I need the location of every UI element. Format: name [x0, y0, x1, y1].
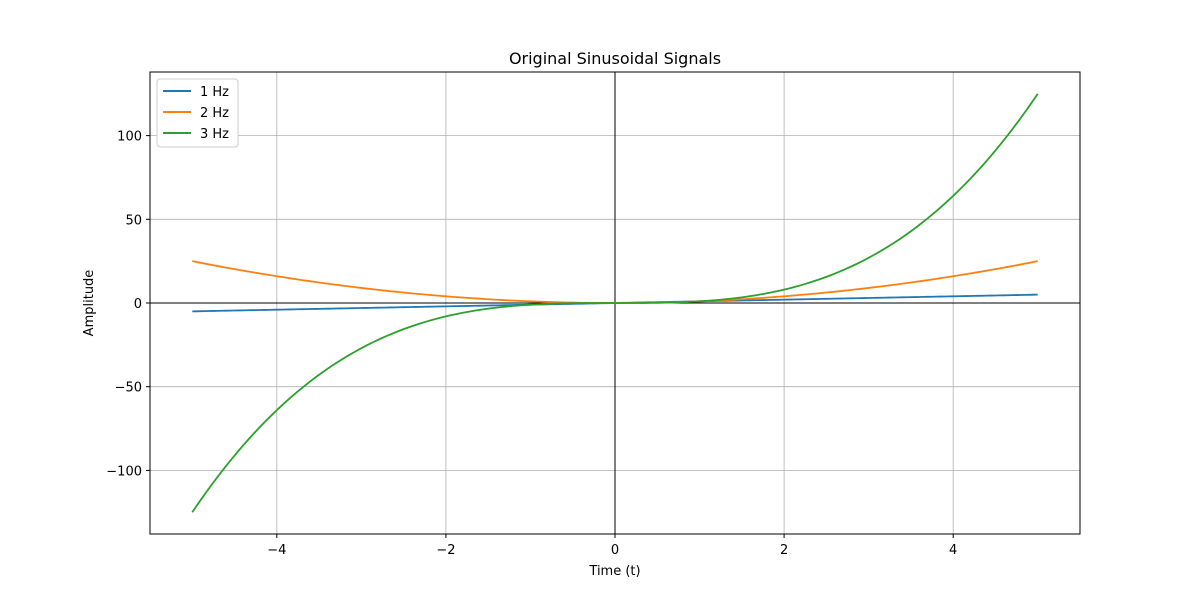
legend: 1 Hz 2 Hz 3 Hz — [156, 78, 239, 148]
y-tick-label: −100 — [106, 464, 142, 479]
x-axis-label: Time (t) — [588, 564, 640, 579]
x-tick-label: 0 — [611, 543, 619, 558]
series-line-3-hz — [191, 93, 1039, 513]
x-tick-label: 4 — [949, 543, 957, 558]
y-tick-label: 50 — [125, 213, 142, 228]
y-tick-label: 100 — [117, 130, 142, 145]
legend-box — [156, 78, 239, 148]
y-tick-label: 0 — [134, 297, 142, 312]
series-lines — [191, 93, 1039, 513]
x-tick-label: 2 — [780, 543, 788, 558]
legend-label-1-hz: 1 Hz — [200, 85, 229, 100]
y-axis-label: Amplitude — [82, 270, 97, 337]
x-axis-ticks: −4 −2 0 2 4 — [267, 534, 957, 558]
y-tick-label: −50 — [115, 381, 142, 396]
x-tick-label: −4 — [267, 543, 286, 558]
legend-label-2-hz: 2 Hz — [200, 106, 229, 121]
chart-title: Original Sinusoidal Signals — [509, 49, 721, 68]
x-tick-label: −2 — [436, 543, 455, 558]
legend-label-3-hz: 3 Hz — [200, 127, 229, 142]
y-axis-ticks: −100 −50 0 50 100 — [106, 130, 150, 479]
